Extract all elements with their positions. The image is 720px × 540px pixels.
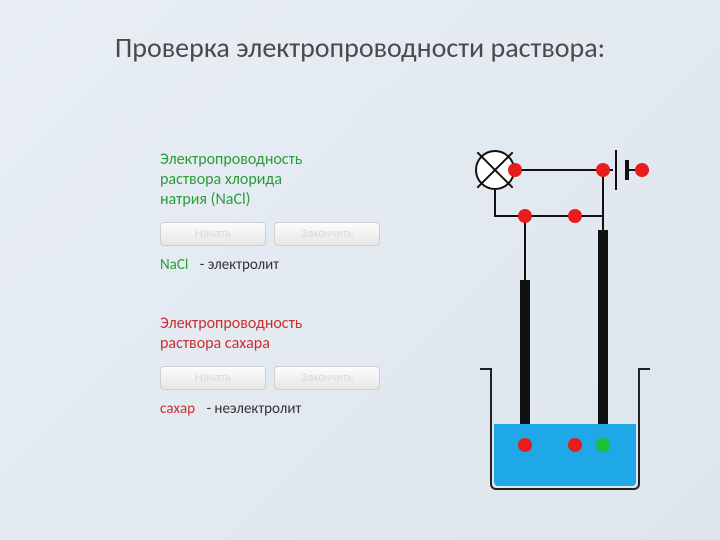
circuit-node — [596, 438, 610, 452]
sugar-stop-button[interactable]: Закончить — [274, 366, 380, 390]
sugar-title-l2: раствора сахара — [160, 334, 270, 353]
nacl-result-text: - электролит — [200, 256, 279, 274]
wire-bulb-down — [494, 190, 496, 216]
circuit-node — [596, 163, 610, 177]
nacl-buttons: Начать Закончить — [160, 222, 380, 246]
wire-lower-rail — [494, 215, 576, 217]
nacl-title-l3: натрия (NaCl) — [160, 190, 251, 209]
beaker — [490, 370, 640, 490]
beaker-lip-left — [480, 368, 492, 370]
circuit-node — [518, 209, 532, 223]
circuit-node — [508, 163, 522, 177]
battery-plate-long — [615, 150, 617, 190]
nacl-substance: NaCl — [160, 256, 188, 274]
nacl-title-l2: раствора хлорида — [160, 170, 282, 189]
nacl-result: NaCl - электролит — [160, 256, 380, 274]
sugar-substance: сахар — [160, 400, 195, 418]
nacl-title-l1: Электропроводность — [160, 150, 302, 169]
sugar-section: Электропроводность раствора сахара Начат… — [160, 314, 380, 418]
circuit-diagram — [420, 150, 660, 490]
page-title: Проверка электропроводности раствора: — [0, 30, 720, 65]
nacl-section: Электропроводность раствора хлорида натр… — [160, 150, 380, 274]
circuit-node — [568, 438, 582, 452]
sugar-result-text: - неэлектролит — [206, 400, 301, 418]
sugar-title: Электропроводность раствора сахара — [160, 314, 380, 354]
wire-to-right-electrode — [602, 170, 604, 232]
sugar-title-l1: Электропроводность — [160, 314, 302, 333]
beaker-lip-right — [638, 368, 650, 370]
circuit-node — [568, 209, 582, 223]
wire-to-left-electrode — [524, 215, 526, 282]
sugar-result: сахар - неэлектролит — [160, 400, 380, 418]
sugar-start-button[interactable]: Начать — [160, 366, 266, 390]
circuit-node — [635, 163, 649, 177]
circuit-node — [518, 438, 532, 452]
nacl-title: Электропроводность раствора хлорида натр… — [160, 150, 380, 210]
nacl-stop-button[interactable]: Закончить — [274, 222, 380, 246]
nacl-start-button[interactable]: Начать — [160, 222, 266, 246]
liquid — [494, 424, 636, 486]
controls-panel: Электропроводность раствора хлорида натр… — [160, 150, 380, 458]
sugar-buttons: Начать Закончить — [160, 366, 380, 390]
